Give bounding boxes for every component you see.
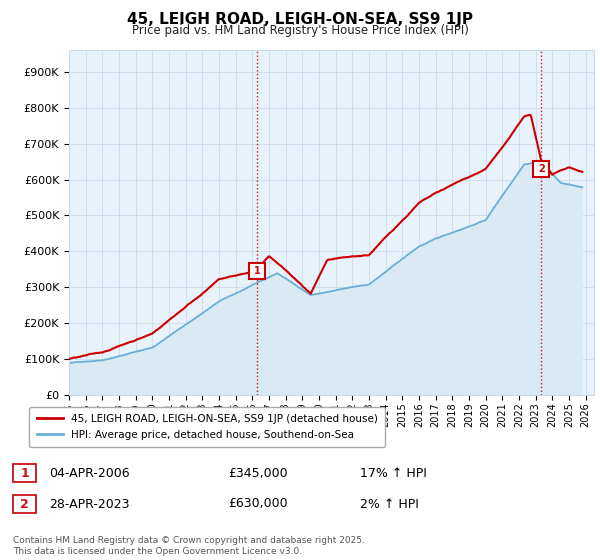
Text: 2: 2 [20,497,29,511]
Text: £630,000: £630,000 [228,497,287,511]
Text: Price paid vs. HM Land Registry's House Price Index (HPI): Price paid vs. HM Land Registry's House … [131,24,469,36]
Text: 04-APR-2006: 04-APR-2006 [49,466,130,480]
Text: 1: 1 [20,466,29,480]
Text: Contains HM Land Registry data © Crown copyright and database right 2025.
This d: Contains HM Land Registry data © Crown c… [13,536,365,556]
Text: 45, LEIGH ROAD, LEIGH-ON-SEA, SS9 1JP: 45, LEIGH ROAD, LEIGH-ON-SEA, SS9 1JP [127,12,473,27]
Legend: 45, LEIGH ROAD, LEIGH-ON-SEA, SS9 1JP (detached house), HPI: Average price, deta: 45, LEIGH ROAD, LEIGH-ON-SEA, SS9 1JP (d… [29,407,385,447]
Text: 17% ↑ HPI: 17% ↑ HPI [360,466,427,480]
Text: £345,000: £345,000 [228,466,287,480]
Text: 28-APR-2023: 28-APR-2023 [49,497,130,511]
Text: 2% ↑ HPI: 2% ↑ HPI [360,497,419,511]
Text: 1: 1 [253,266,260,276]
Text: 2: 2 [538,164,545,174]
